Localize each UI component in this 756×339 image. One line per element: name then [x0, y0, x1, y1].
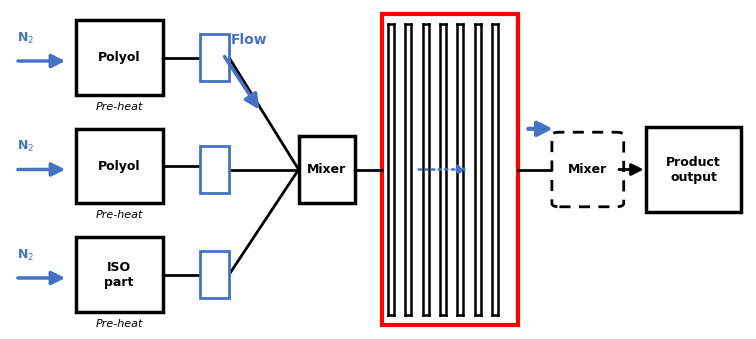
Text: Mixer: Mixer [308, 163, 346, 176]
FancyBboxPatch shape [200, 146, 229, 193]
FancyBboxPatch shape [76, 20, 163, 95]
Text: Polyol: Polyol [98, 160, 141, 173]
Text: Mixer: Mixer [569, 163, 607, 176]
Text: N$_2$: N$_2$ [17, 31, 34, 46]
Text: N$_2$: N$_2$ [17, 139, 34, 154]
FancyBboxPatch shape [200, 251, 229, 298]
FancyBboxPatch shape [646, 127, 741, 212]
Text: Pre-heat: Pre-heat [95, 319, 143, 328]
Text: Flow: Flow [231, 34, 267, 47]
Text: Product
output: Product output [666, 156, 721, 183]
Text: N$_2$: N$_2$ [17, 247, 34, 263]
FancyBboxPatch shape [552, 132, 624, 207]
Text: Pre-heat: Pre-heat [95, 102, 143, 112]
FancyBboxPatch shape [76, 237, 163, 312]
FancyBboxPatch shape [200, 34, 229, 81]
FancyBboxPatch shape [76, 129, 163, 203]
FancyBboxPatch shape [299, 136, 355, 203]
Text: ISO
part: ISO part [104, 261, 134, 288]
FancyBboxPatch shape [382, 14, 518, 325]
Text: Pre-heat: Pre-heat [95, 210, 143, 220]
Text: Polyol: Polyol [98, 51, 141, 64]
